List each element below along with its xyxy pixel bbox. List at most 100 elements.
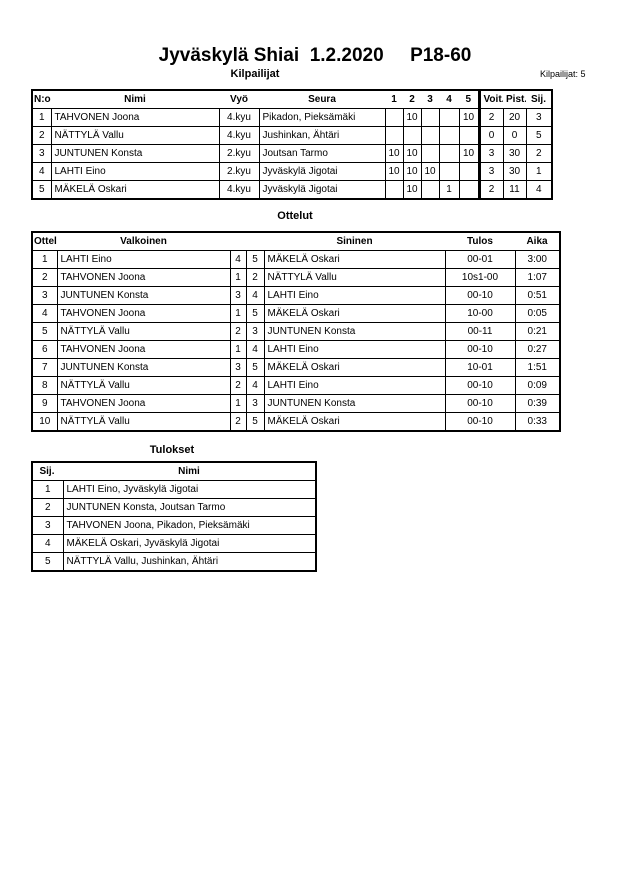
table-cell: 0:27	[514, 340, 561, 359]
table-cell: TAHVONEN Joona, Pikadon, Pieksämäki	[62, 516, 317, 535]
table-cell: 2	[229, 412, 247, 432]
table-cell: 4	[31, 304, 58, 323]
table-cell: Pikadon, Pieksämäki	[258, 108, 386, 127]
table-cell: 00-10	[444, 340, 516, 359]
table-row: 2 TAHVONEN Joona 1 2 NÄTTYLÄ Vallu 10s1-00 1:0…	[31, 268, 561, 287]
page-title: Jyväskylä Shiai 1.2.2020 P18-60	[158, 45, 472, 66]
table-cell: 3	[477, 144, 504, 163]
column-header: Vyö	[219, 90, 259, 109]
table-cell: NÄTTYLÄ Vallu	[56, 376, 231, 395]
table-cell	[420, 126, 440, 145]
table-cell: NÄTTYLÄ Vallu	[263, 268, 446, 287]
table-cell: 00-10	[444, 376, 516, 395]
column-header: Nimi	[51, 90, 219, 109]
table-cell: 10	[420, 162, 440, 181]
table-cell: 4	[245, 340, 265, 359]
table-cell	[384, 180, 404, 200]
table-cell: 2	[31, 498, 64, 517]
table-cell: 3	[229, 358, 247, 377]
column-header: Sij.	[526, 90, 552, 109]
table-cell: 3	[477, 162, 504, 181]
table-cell: 4.kyu	[218, 108, 260, 127]
table-cell: 2	[31, 268, 58, 287]
table-row: 2 NÄTTYLÄ Vallu 4.kyu Jushinkan, Ähtäri 0 0 5	[31, 126, 553, 145]
table-cell	[384, 108, 404, 127]
table-row: 8 NÄTTYLÄ Vallu 2 4 LAHTI Eino 00-10 0:09	[31, 376, 561, 395]
table-cell: 0:21	[514, 322, 561, 341]
table-cell: 5	[31, 322, 58, 341]
table-cell: 4.kyu	[218, 126, 260, 145]
competitor-count: Kilpailijat: 5	[540, 69, 586, 79]
table-row: 4 TAHVONEN Joona 1 5 MÄKELÄ Oskari 10-00 0:05	[31, 304, 561, 323]
table-cell: 1:07	[514, 268, 561, 287]
column-header: Pist.	[503, 90, 526, 109]
table-cell: 7	[31, 358, 58, 377]
column-header: Ottelu	[32, 232, 57, 251]
table-cell: 3	[31, 516, 64, 535]
table-cell: 4	[229, 250, 247, 269]
table-row: 9 TAHVONEN Joona 1 3 JUNTUNEN Konsta 00-10 0:3…	[31, 394, 561, 413]
table-cell: 4	[245, 286, 265, 305]
table-cell: NÄTTYLÄ Vallu	[50, 126, 220, 145]
table-cell: 0:51	[514, 286, 561, 305]
table-cell: 00-10	[444, 286, 516, 305]
table-row: 3 JUNTUNEN Konsta 2.kyu Joutsan Tarmo 10 10 10…	[31, 144, 553, 163]
table-cell: 5	[245, 250, 265, 269]
table-cell: 5	[31, 552, 64, 572]
table-cell: 1	[31, 480, 64, 499]
table-cell: 10	[402, 180, 422, 200]
table-row: 7 JUNTUNEN Konsta 3 5 MÄKELÄ Oskari 10-01 1:51	[31, 358, 561, 377]
table-cell: 10	[402, 144, 422, 163]
table-cell: 1	[31, 108, 52, 127]
column-header	[230, 232, 246, 251]
column-header: Tulos	[445, 232, 515, 251]
table-cell: TAHVONEN Joona	[56, 304, 231, 323]
table-cell: 2.kyu	[218, 162, 260, 181]
table-cell: JUNTUNEN Konsta	[56, 286, 231, 305]
table-cell: 5	[525, 126, 553, 145]
table-cell: Joutsan Tarmo	[258, 144, 386, 163]
column-header: Valkoinen	[57, 232, 230, 251]
column-header: N:o	[32, 90, 51, 109]
table-cell: 2	[229, 322, 247, 341]
table-cell: 8	[31, 376, 58, 395]
table-cell: MÄKELÄ Oskari	[263, 412, 446, 432]
table-row: 10 NÄTTYLÄ Vallu 2 5 MÄKELÄ Oskari 00-10 0:33	[31, 412, 561, 432]
table-cell: TAHVONEN Joona	[56, 268, 231, 287]
table-row: 2 JUNTUNEN Konsta, Joutsan Tarmo	[31, 498, 317, 517]
table-cell: 5	[245, 358, 265, 377]
table-cell	[458, 180, 480, 200]
table-cell: 1	[229, 304, 247, 323]
table-cell: MÄKELÄ Oskari	[50, 180, 220, 200]
table-cell	[402, 126, 422, 145]
table-cell: 30	[502, 162, 527, 181]
table-cell	[458, 162, 480, 181]
table-cell: 0:05	[514, 304, 561, 323]
table-cell: 2	[31, 126, 52, 145]
table-row: 1 TAHVONEN Joona 4.kyu Pikadon, Pieksämäki 1…	[31, 108, 553, 127]
table-cell: 5	[245, 412, 265, 432]
table-cell: 4	[525, 180, 553, 200]
table-cell: 2.kyu	[218, 144, 260, 163]
table-cell	[438, 162, 460, 181]
results-heading: Tulokset	[149, 444, 195, 456]
table-cell: 1	[229, 394, 247, 413]
table-cell: 10	[458, 144, 480, 163]
table-row: 1 LAHTI Eino, Jyväskylä Jigotai	[31, 480, 317, 499]
table-cell: 1:51	[514, 358, 561, 377]
table-cell: MÄKELÄ Oskari	[263, 358, 446, 377]
table-row: 3 TAHVONEN Joona, Pikadon, Pieksämäki	[31, 516, 317, 535]
table-cell: 11	[502, 180, 527, 200]
table-cell: TAHVONEN Joona	[56, 394, 231, 413]
table-cell: 2	[525, 144, 553, 163]
table-cell: 0:33	[514, 412, 561, 432]
table-cell	[438, 144, 460, 163]
table-cell: 00-10	[444, 412, 516, 432]
matches-heading: Ottelut	[277, 210, 313, 222]
table-cell: LAHTI Eino, Jyväskylä Jigotai	[62, 480, 317, 499]
table-cell: 30	[502, 144, 527, 163]
table-row: 5 NÄTTYLÄ Vallu 2 3 JUNTUNEN Konsta 00-11 0:21	[31, 322, 561, 341]
table-cell: 1	[525, 162, 553, 181]
table-cell: NÄTTYLÄ Vallu, Jushinkan, Ähtäri	[62, 552, 317, 572]
